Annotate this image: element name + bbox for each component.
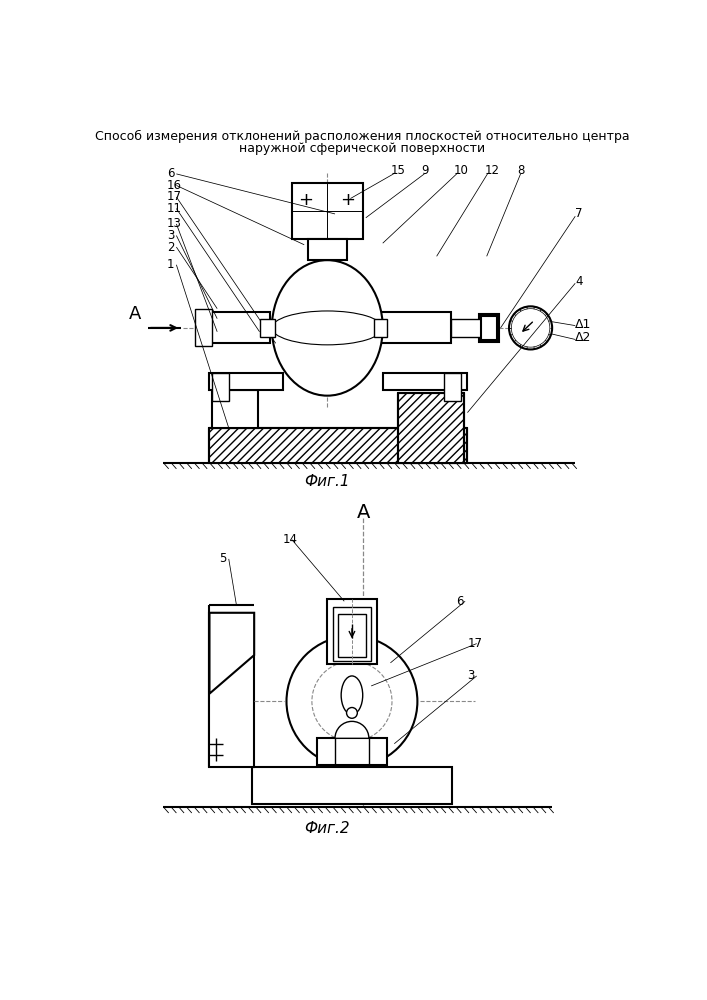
Text: 8: 8 (518, 164, 525, 177)
Bar (252, 767, 452, 804)
Text: 17: 17 (167, 190, 182, 204)
Bar (373, 319, 387, 337)
Text: 5: 5 (219, 552, 227, 565)
Bar (338, 614, 366, 657)
Bar (195, 309, 212, 346)
Text: 3: 3 (167, 229, 175, 242)
Bar (444, 373, 461, 401)
Circle shape (346, 708, 357, 718)
Bar (212, 389, 258, 428)
Bar (450, 319, 481, 337)
Bar (382, 373, 467, 389)
Bar (327, 599, 378, 664)
Bar (373, 312, 450, 343)
Bar (259, 319, 275, 337)
Text: Δ1: Δ1 (575, 318, 592, 331)
Text: 17: 17 (467, 637, 482, 650)
Text: 13: 13 (167, 217, 182, 230)
Text: A: A (357, 503, 370, 522)
Wedge shape (335, 721, 369, 738)
Ellipse shape (272, 260, 382, 396)
Text: 16: 16 (167, 179, 182, 192)
Bar (209, 613, 254, 767)
Polygon shape (209, 613, 254, 694)
Bar (398, 393, 464, 463)
Text: +: + (341, 191, 356, 209)
Bar (212, 373, 229, 401)
Text: 6: 6 (167, 167, 175, 180)
Text: A: A (129, 305, 141, 323)
Ellipse shape (341, 676, 363, 714)
Text: 14: 14 (283, 533, 298, 546)
Bar (481, 316, 498, 340)
Text: 10: 10 (454, 164, 469, 177)
Text: 1: 1 (167, 258, 175, 271)
Text: 4: 4 (575, 275, 583, 288)
Text: 12: 12 (484, 164, 499, 177)
Bar (292, 183, 363, 239)
Text: 7: 7 (575, 207, 583, 220)
Text: 9: 9 (421, 164, 428, 177)
Bar (317, 738, 387, 765)
Bar (308, 239, 346, 260)
Text: 6: 6 (456, 595, 463, 608)
Text: 3: 3 (467, 669, 475, 682)
Bar (479, 314, 499, 342)
Text: Фиг.1: Фиг.1 (305, 474, 350, 489)
Text: 11: 11 (167, 202, 182, 215)
Text: 15: 15 (390, 164, 405, 177)
Circle shape (286, 636, 417, 767)
Text: +: + (298, 191, 313, 209)
Bar (209, 373, 283, 389)
Text: Способ измерения отклонений расположения плоскостей относительно центра: Способ измерения отклонений расположения… (95, 130, 629, 143)
Circle shape (509, 306, 552, 349)
Text: Фиг.2: Фиг.2 (305, 821, 350, 836)
Bar (209, 312, 269, 343)
Text: Δ2: Δ2 (575, 331, 592, 344)
Bar (333, 607, 371, 661)
Bar (209, 428, 467, 463)
Text: 2: 2 (167, 241, 175, 254)
Text: наружной сферической поверхности: наружной сферической поверхности (239, 142, 485, 155)
